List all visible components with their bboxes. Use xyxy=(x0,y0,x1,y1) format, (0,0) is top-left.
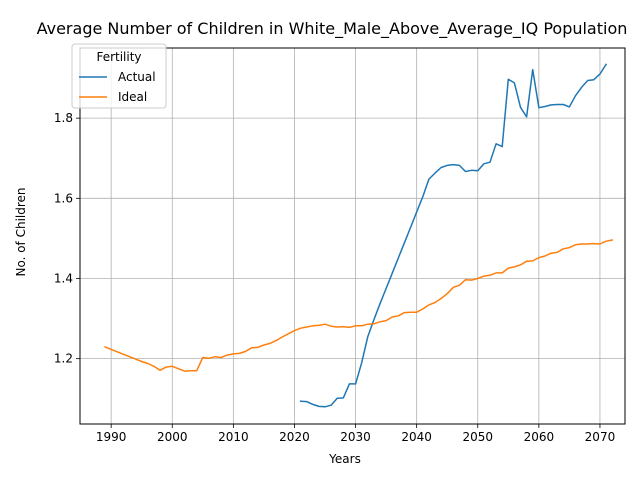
x-tick-label: 2070 xyxy=(585,430,616,444)
y-axis-ticks: 1.2 1.4 1.6 1.8 xyxy=(54,111,80,366)
x-tick-label: 2050 xyxy=(462,430,493,444)
x-tick-label: 2020 xyxy=(279,430,310,444)
axes-frame xyxy=(79,47,626,425)
y-axis-label: No. of Children xyxy=(14,187,28,276)
x-tick-label: 2030 xyxy=(340,430,371,444)
series-line-ideal xyxy=(104,239,614,372)
series-line-actual xyxy=(299,63,608,408)
x-tick-label: 2000 xyxy=(157,430,188,444)
legend: Fertility Actual Ideal xyxy=(71,43,167,109)
legend-label-actual: Actual xyxy=(118,70,156,84)
series-layer xyxy=(104,63,614,408)
x-tick-label: 2040 xyxy=(401,430,432,444)
legend-box xyxy=(71,43,167,109)
y-tick-label: 1.4 xyxy=(54,271,73,285)
y-tick-label: 1.6 xyxy=(54,191,73,205)
x-tick-label: 1990 xyxy=(96,430,127,444)
legend-label-ideal: Ideal xyxy=(118,90,147,104)
x-tick-label: 2060 xyxy=(524,430,555,444)
x-tick-label: 2010 xyxy=(218,430,249,444)
y-tick-label: 1.8 xyxy=(54,111,73,125)
x-axis-ticks: 1990 2000 2010 2020 2030 2040 2050 2060 2070 xyxy=(96,424,615,444)
y-tick-label: 1.2 xyxy=(54,352,73,366)
grid-lines xyxy=(80,48,625,424)
legend-title: Fertility xyxy=(96,50,141,64)
chart-title: Average Number of Children in White_Male… xyxy=(37,19,628,39)
x-axis-label: Years xyxy=(328,452,361,466)
